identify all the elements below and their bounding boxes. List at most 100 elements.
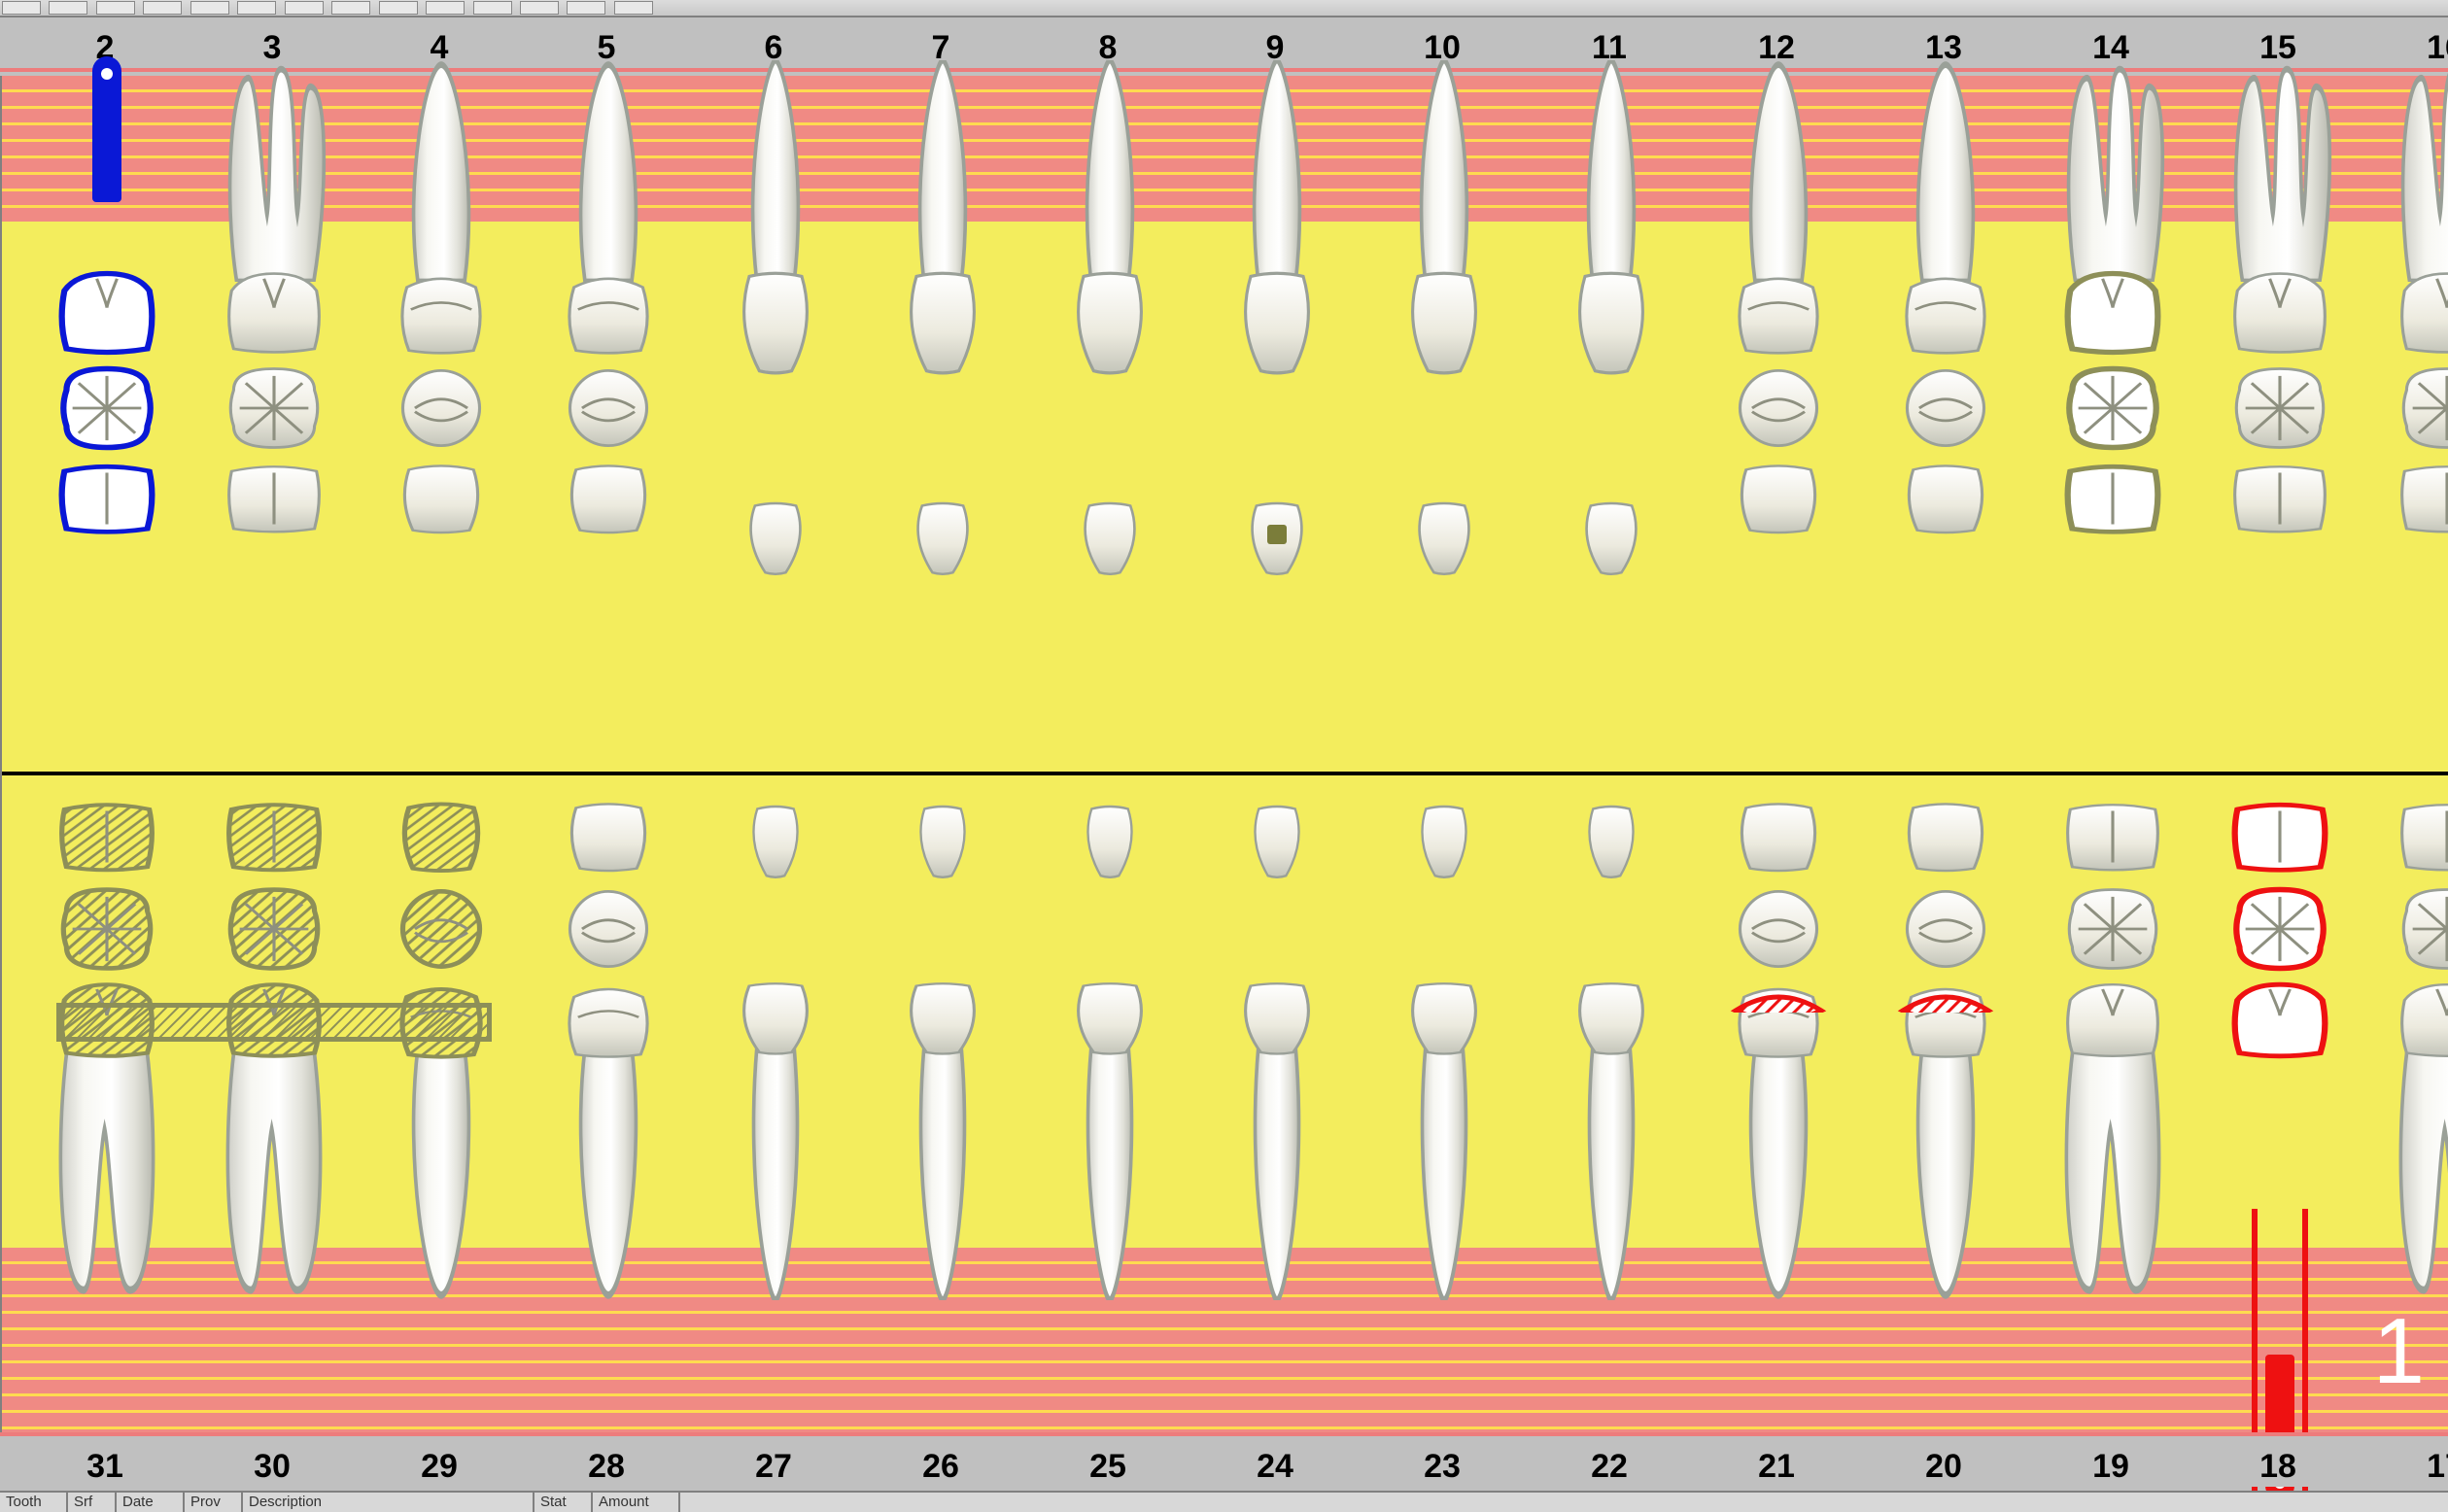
tooth-4-occlusal[interactable] (391, 363, 492, 453)
tooth-10-buccal[interactable] (1394, 270, 1495, 375)
tooth-14[interactable] (2036, 76, 2189, 772)
tooth-18-lingual[interactable] (2229, 799, 2330, 875)
tooth-2-buccal[interactable] (56, 270, 157, 356)
toolbar-button[interactable] (143, 1, 182, 15)
tooth-11[interactable] (1534, 76, 1688, 772)
tooth-3-root[interactable] (216, 60, 332, 282)
tooth-18-occlusal[interactable] (2229, 884, 2330, 974)
tooth-19-root[interactable] (2054, 1048, 2171, 1300)
tooth-29-occlusal[interactable] (391, 884, 492, 974)
tooth-27-root[interactable] (717, 1048, 834, 1300)
tooth-29[interactable] (364, 775, 518, 1432)
tooth-12[interactable] (1702, 76, 1855, 772)
tooth-17-lingual[interactable] (2396, 799, 2448, 875)
tooth-15-occlusal[interactable] (2229, 363, 2330, 453)
tooth-21-lingual[interactable] (1728, 799, 1829, 875)
tooth-26-buccal[interactable] (892, 981, 993, 1055)
tooth-26-root[interactable] (884, 1048, 1001, 1300)
tooth-24-buccal[interactable] (1226, 981, 1327, 1055)
tooth-12-buccal[interactable] (1728, 270, 1829, 356)
tooth-30-occlusal[interactable] (224, 884, 325, 974)
tooth-16-buccal[interactable] (2396, 270, 2448, 356)
tooth-23[interactable] (1367, 775, 1521, 1432)
tooth-5-buccal[interactable] (558, 270, 659, 356)
toolbar-button[interactable] (237, 1, 276, 15)
tooth-10[interactable] (1367, 76, 1521, 772)
tooth-26-lingual[interactable] (905, 803, 981, 880)
tooth-12-occlusal[interactable] (1728, 363, 1829, 453)
tooth-30-root[interactable] (216, 1048, 332, 1300)
tooth-25[interactable] (1033, 775, 1187, 1432)
tooth-27-lingual[interactable] (738, 803, 813, 880)
tooth-11-root[interactable] (1553, 60, 1670, 282)
tooth-5-root[interactable] (550, 60, 667, 282)
tooth-28-occlusal[interactable] (558, 884, 659, 974)
tooth-6[interactable] (699, 76, 852, 772)
tooth-6-lingual[interactable] (733, 499, 818, 577)
tooth-5[interactable] (532, 76, 685, 772)
tooth-10-lingual[interactable] (1401, 499, 1487, 577)
tooth-3[interactable] (197, 76, 351, 772)
tooth-18-buccal[interactable] (2229, 981, 2330, 1059)
tooth-8-root[interactable] (1052, 60, 1168, 282)
tooth-18[interactable] (2203, 775, 2357, 1432)
tooth-14-root[interactable] (2054, 60, 2171, 282)
tooth-26[interactable] (866, 775, 1019, 1432)
tooth-20-lingual[interactable] (1895, 799, 1996, 875)
toolbar-button[interactable] (331, 1, 370, 15)
tooth-22-root[interactable] (1553, 1048, 1670, 1300)
tooth-2[interactable] (30, 76, 184, 772)
tooth-21[interactable] (1702, 775, 1855, 1432)
tooth-13[interactable] (1869, 76, 2022, 772)
tooth-11-lingual[interactable] (1569, 499, 1654, 577)
tooth-12-root[interactable] (1720, 60, 1837, 282)
toolbar-button[interactable] (190, 1, 229, 15)
tooth-31[interactable] (30, 775, 184, 1432)
tooth-17[interactable] (2370, 775, 2448, 1432)
tooth-31-lingual[interactable] (56, 799, 157, 875)
tooth-22[interactable] (1534, 775, 1688, 1432)
toolbar-button[interactable] (473, 1, 512, 15)
tooth-19-occlusal[interactable] (2062, 884, 2163, 974)
tooth-28-root[interactable] (550, 1048, 667, 1300)
tooth-7[interactable] (866, 76, 1019, 772)
tooth-19[interactable] (2036, 775, 2189, 1432)
tooth-8[interactable] (1033, 76, 1187, 772)
tooth-5-occlusal[interactable] (558, 363, 659, 453)
tooth-23-buccal[interactable] (1394, 981, 1495, 1055)
tooth-22-lingual[interactable] (1573, 803, 1649, 880)
tooth-10-root[interactable] (1386, 60, 1502, 282)
toolbar-button[interactable] (614, 1, 653, 15)
tooth-30-lingual[interactable] (224, 799, 325, 875)
tooth-11-buccal[interactable] (1561, 270, 1662, 375)
tooth-25-root[interactable] (1052, 1048, 1168, 1300)
tooth-25-lingual[interactable] (1072, 803, 1148, 880)
tooth-29-lingual[interactable] (391, 799, 492, 875)
tooth-3-buccal[interactable] (224, 270, 325, 356)
tooth-3-occlusal[interactable] (224, 363, 325, 453)
tooth-28[interactable] (532, 775, 685, 1432)
tooth-5-lingual[interactable] (558, 461, 659, 536)
tooth-23-lingual[interactable] (1406, 803, 1482, 880)
tooth-15-root[interactable] (2222, 60, 2338, 282)
tooth-17-root[interactable] (2389, 1048, 2448, 1300)
tooth-15[interactable] (2203, 76, 2357, 772)
tooth-7-root[interactable] (884, 60, 1001, 282)
tooth-27[interactable] (699, 775, 852, 1432)
tooth-14-occlusal[interactable] (2062, 363, 2163, 453)
toolbar-button[interactable] (567, 1, 605, 15)
tooth-6-buccal[interactable] (725, 270, 826, 375)
tooth-28-buccal[interactable] (558, 981, 659, 1059)
tooth-9[interactable] (1200, 76, 1354, 772)
tooth-2-occlusal[interactable] (56, 363, 157, 453)
tooth-22-buccal[interactable] (1561, 981, 1662, 1055)
tooth-7-lingual[interactable] (900, 499, 985, 577)
tooth-3-lingual[interactable] (224, 461, 325, 536)
tooth-13-occlusal[interactable] (1895, 363, 1996, 453)
toolbar-button[interactable] (520, 1, 559, 15)
toolbar-button[interactable] (285, 1, 324, 15)
tooth-12-lingual[interactable] (1728, 461, 1829, 536)
tooth-8-lingual[interactable] (1067, 499, 1153, 577)
tooth-4[interactable] (364, 76, 518, 772)
tooth-19-lingual[interactable] (2062, 799, 2163, 875)
